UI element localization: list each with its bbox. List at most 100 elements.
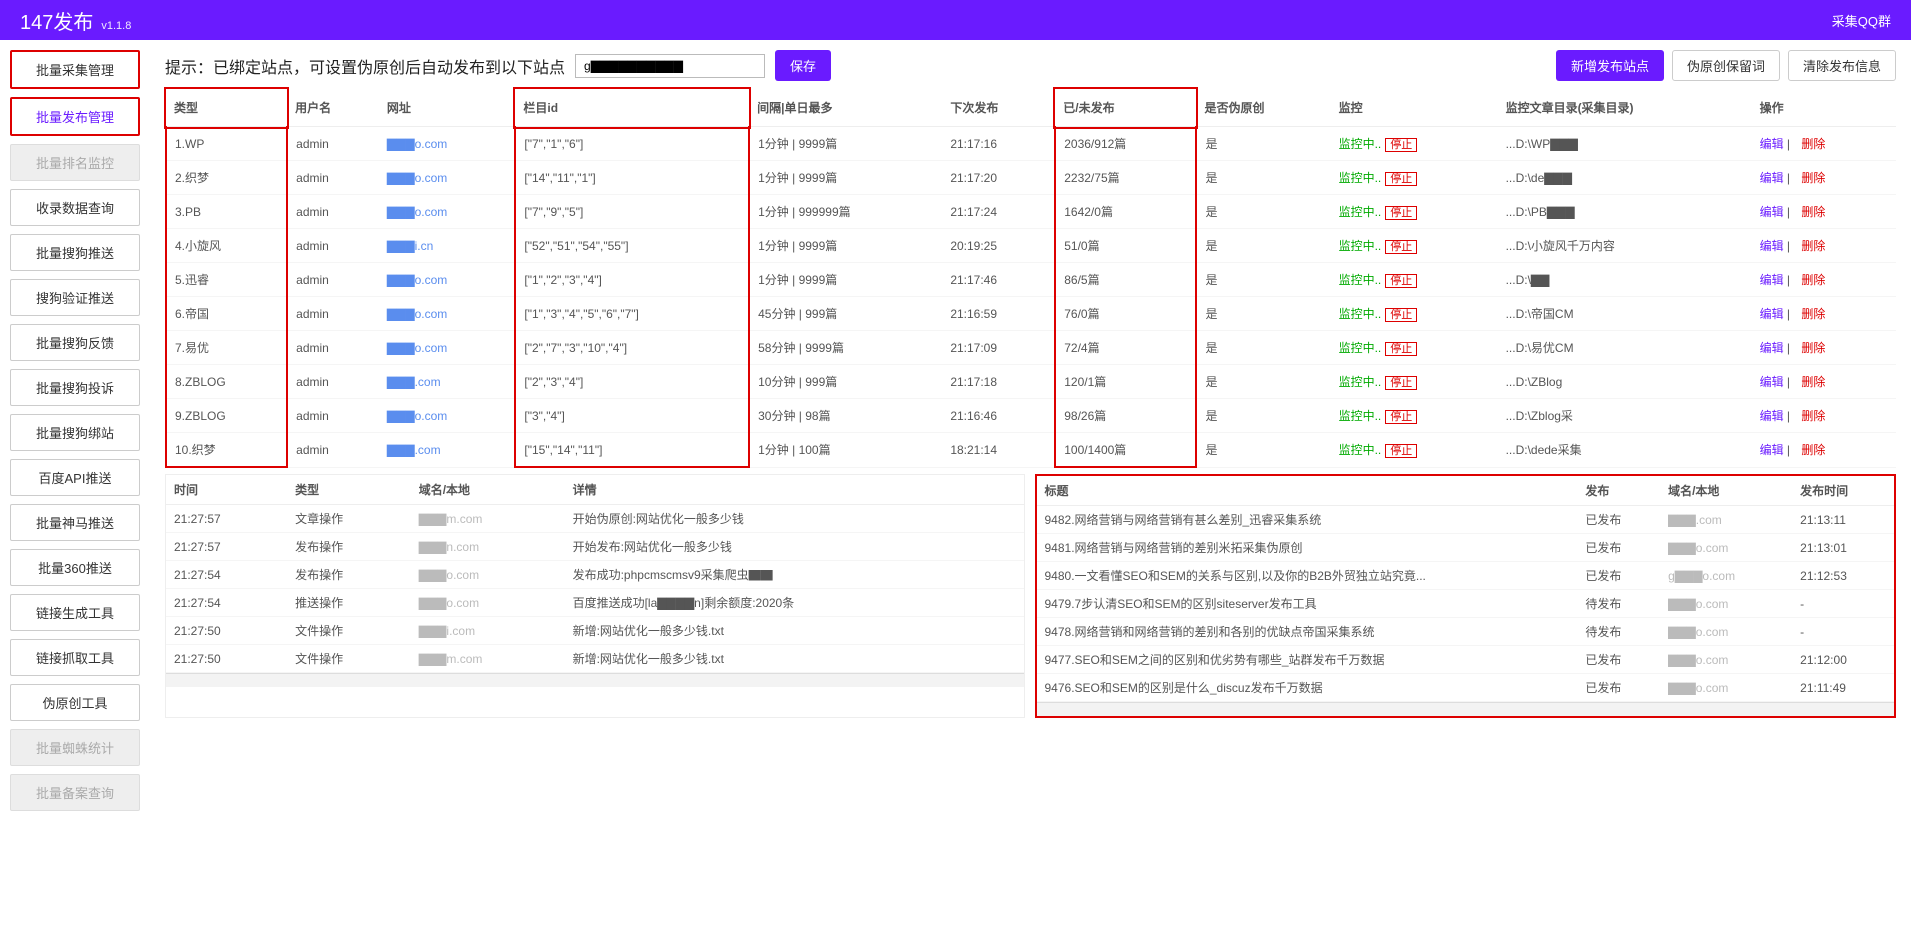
- sidebar-item-1[interactable]: 批量发布管理: [10, 97, 140, 136]
- col-header: 监控: [1331, 89, 1498, 127]
- cell: 2.织梦: [166, 161, 287, 195]
- sidebar-item-10[interactable]: 批量神马推送: [10, 504, 140, 541]
- stop-button[interactable]: 停止: [1385, 444, 1417, 458]
- cell: 1642/0篇: [1055, 195, 1196, 229]
- cell: ["3","4"]: [515, 399, 749, 433]
- list-item: 9482.网络营销与网络营销有甚么差别_迅睿采集系统已发布▇▇▇.com21:1…: [1037, 506, 1895, 534]
- qq-group-link[interactable]: 采集QQ群: [1832, 11, 1891, 30]
- cell: ["14","11","1"]: [515, 161, 749, 195]
- col-header: 网址: [379, 89, 515, 127]
- cell: 1分钟 | 100篇: [749, 433, 942, 468]
- stop-button[interactable]: 停止: [1385, 342, 1417, 356]
- edit-link[interactable]: 编辑: [1760, 341, 1784, 355]
- stop-button[interactable]: 停止: [1385, 206, 1417, 220]
- sidebar-item-3[interactable]: 收录数据查询: [10, 189, 140, 226]
- cell: admin: [287, 229, 379, 263]
- edit-link[interactable]: 编辑: [1760, 205, 1784, 219]
- list-item: 9477.SEO和SEM之间的区别和优劣势有哪些_站群发布千万数据已发布▇▇▇o…: [1037, 646, 1895, 674]
- col-header: 详情: [565, 475, 1024, 505]
- edit-link[interactable]: 编辑: [1760, 171, 1784, 185]
- sidebar: 批量采集管理批量发布管理批量排名监控收录数据查询批量搜狗推送搜狗验证推送批量搜狗…: [0, 40, 150, 821]
- cell: 是: [1196, 365, 1330, 399]
- sidebar-item-0[interactable]: 批量采集管理: [10, 50, 140, 89]
- cell: admin: [287, 365, 379, 399]
- edit-link[interactable]: 编辑: [1760, 443, 1784, 457]
- cell: 1分钟 | 9999篇: [749, 229, 942, 263]
- edit-link[interactable]: 编辑: [1760, 307, 1784, 321]
- clear-info-button[interactable]: 清除发布信息: [1788, 50, 1896, 81]
- delete-link[interactable]: 删除: [1801, 137, 1825, 151]
- cell: 编辑 | 删除: [1752, 331, 1896, 365]
- scrollbar[interactable]: [166, 673, 1024, 687]
- sidebar-item-13[interactable]: 链接抓取工具: [10, 639, 140, 676]
- delete-link[interactable]: 删除: [1801, 205, 1825, 219]
- stop-button[interactable]: 停止: [1385, 274, 1417, 288]
- edit-link[interactable]: 编辑: [1760, 239, 1784, 253]
- edit-link[interactable]: 编辑: [1760, 375, 1784, 389]
- cell: 编辑 | 删除: [1752, 161, 1896, 195]
- cell: ▇▇▇o.com: [379, 195, 515, 229]
- cell: 51/0篇: [1055, 229, 1196, 263]
- cell: ▇▇▇.com: [379, 365, 515, 399]
- edit-link[interactable]: 编辑: [1760, 137, 1784, 151]
- cell: ▇▇▇i.cn: [379, 229, 515, 263]
- cell: ...D:\de▇▇▇: [1498, 161, 1752, 195]
- stop-button[interactable]: 停止: [1385, 240, 1417, 254]
- delete-link[interactable]: 删除: [1801, 273, 1825, 287]
- delete-link[interactable]: 删除: [1801, 239, 1825, 253]
- stop-button[interactable]: 停止: [1385, 410, 1417, 424]
- keep-words-button[interactable]: 伪原创保留词: [1672, 50, 1780, 81]
- sidebar-item-9[interactable]: 百度API推送: [10, 459, 140, 496]
- cell: ...D:\帝国CM: [1498, 297, 1752, 331]
- sidebar-item-11[interactable]: 批量360推送: [10, 549, 140, 586]
- col-header: 发布: [1577, 476, 1660, 506]
- cell: ["52","51","54","55"]: [515, 229, 749, 263]
- edit-link[interactable]: 编辑: [1760, 273, 1784, 287]
- sidebar-item-5[interactable]: 搜狗验证推送: [10, 279, 140, 316]
- sidebar-item-12[interactable]: 链接生成工具: [10, 594, 140, 631]
- list-item: 9479.7步认清SEO和SEM的区别siteserver发布工具待发布▇▇▇o…: [1037, 590, 1895, 618]
- col-header: 操作: [1752, 89, 1896, 127]
- add-site-button[interactable]: 新增发布站点: [1556, 50, 1664, 81]
- delete-link[interactable]: 删除: [1801, 171, 1825, 185]
- list-item: 21:27:54推送操作▇▇▇o.com百度推送成功[la▇▇▇▇n]剩余额度:…: [166, 589, 1024, 617]
- stop-button[interactable]: 停止: [1385, 172, 1417, 186]
- delete-link[interactable]: 删除: [1801, 341, 1825, 355]
- scrollbar[interactable]: [1037, 702, 1895, 716]
- sidebar-item-15: 批量蜘蛛统计: [10, 729, 140, 766]
- table-row: 10.织梦admin▇▇▇.com["15","14","11"]1分钟 | 1…: [166, 433, 1896, 468]
- list-item: 9478.网络营销和网络营销的差别和各别的优缺点帝国采集系统待发布▇▇▇o.co…: [1037, 618, 1895, 646]
- save-button[interactable]: 保存: [775, 50, 831, 81]
- cell: 是: [1196, 433, 1330, 468]
- cell: ...D:\▇▇: [1498, 263, 1752, 297]
- cell: 1.WP: [166, 127, 287, 161]
- cell: 监控中..停止: [1331, 297, 1498, 331]
- delete-link[interactable]: 删除: [1801, 375, 1825, 389]
- cell: ▇▇▇o.com: [379, 127, 515, 161]
- sidebar-item-7[interactable]: 批量搜狗投诉: [10, 369, 140, 406]
- stop-button[interactable]: 停止: [1385, 138, 1417, 152]
- delete-link[interactable]: 删除: [1801, 443, 1825, 457]
- cell: 1分钟 | 999999篇: [749, 195, 942, 229]
- sidebar-item-6[interactable]: 批量搜狗反馈: [10, 324, 140, 361]
- token-input[interactable]: [575, 54, 765, 78]
- delete-link[interactable]: 删除: [1801, 307, 1825, 321]
- table-row: 5.迅睿admin▇▇▇o.com["1","2","3","4"]1分钟 | …: [166, 263, 1896, 297]
- table-row: 2.织梦admin▇▇▇o.com["14","11","1"]1分钟 | 99…: [166, 161, 1896, 195]
- table-row: 8.ZBLOGadmin▇▇▇.com["2","3","4"]10分钟 | 9…: [166, 365, 1896, 399]
- delete-link[interactable]: 删除: [1801, 409, 1825, 423]
- cell: admin: [287, 399, 379, 433]
- sidebar-item-8[interactable]: 批量搜狗绑站: [10, 414, 140, 451]
- sidebar-item-14[interactable]: 伪原创工具: [10, 684, 140, 721]
- stop-button[interactable]: 停止: [1385, 308, 1417, 322]
- col-header: 发布时间: [1792, 476, 1894, 506]
- cell: ["7","1","6"]: [515, 127, 749, 161]
- cell: 98/26篇: [1055, 399, 1196, 433]
- cell: 21:17:18: [942, 365, 1055, 399]
- stop-button[interactable]: 停止: [1385, 376, 1417, 390]
- log-left-panel: 时间类型域名/本地详情 21:27:57文章操作▇▇▇m.com开始伪原创:网站…: [165, 474, 1025, 718]
- cell: ...D:\WP▇▇▇: [1498, 127, 1752, 161]
- sidebar-item-4[interactable]: 批量搜狗推送: [10, 234, 140, 271]
- edit-link[interactable]: 编辑: [1760, 409, 1784, 423]
- col-header: 用户名: [287, 89, 379, 127]
